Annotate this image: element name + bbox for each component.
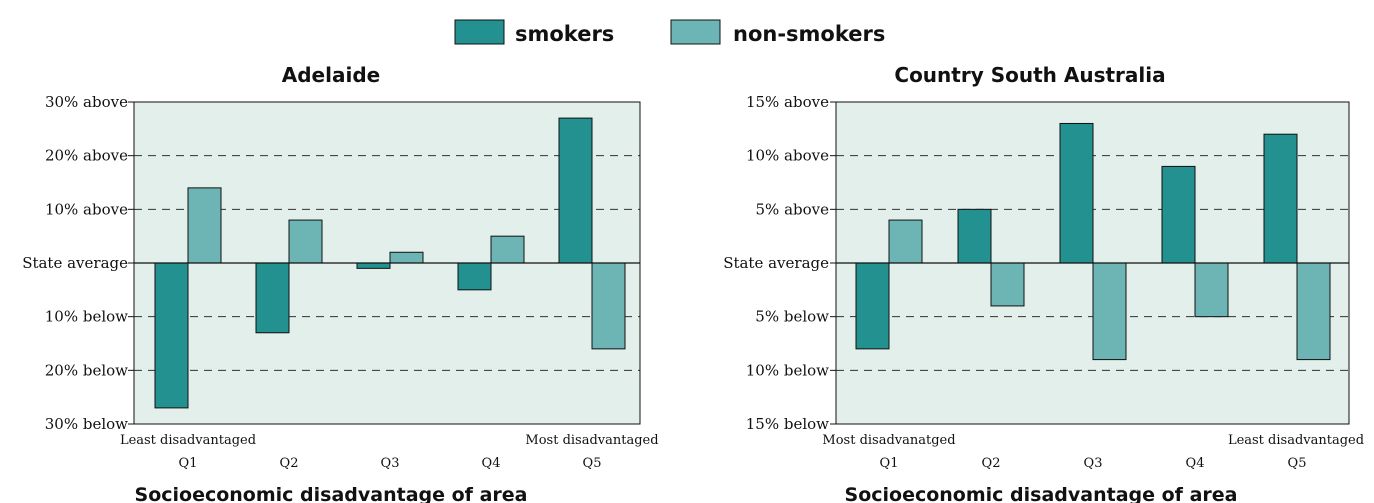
x-axis-label: Socioeconomic disadvantage of area [845,484,1238,503]
y-tick-label: 20% above [45,147,128,165]
x-tick-label: Q2 [280,456,299,471]
x-tick-label: Q3 [381,456,400,471]
bar-smokers-q2 [255,262,290,334]
left-axis-note: Least disadvantaged [120,433,256,448]
bar-smokers-q1 [855,262,890,350]
y-tick-label: 5% above [756,200,830,218]
x-tick-label: Q1 [880,456,899,471]
y-tick-label: 15% below [746,415,829,433]
y-tick-label: 10% above [45,200,128,218]
y-tick-label: State average [723,254,829,272]
bar-non-smokers-q2 [288,219,323,264]
bar-smokers-q3 [1059,122,1094,264]
y-tick-label: State average [22,254,128,272]
y-tick-label: 30% below [45,415,128,433]
chart-adelaide: Adelaide Socioeconomic disadvantage of a… [22,63,658,503]
chart-country-south-australia: Country South Australia Socioeconomic di… [723,63,1364,503]
y-tick-label: 30% above [45,93,128,111]
legend-label-non-smokers: non-smokers [733,22,885,46]
x-tick-label: Q5 [583,456,602,471]
y-tick-label: 5% below [755,308,829,326]
right-axis-note: Least disadvantaged [1228,433,1364,448]
bar-smokers-q4 [1161,165,1196,264]
bar-non-smokers-q3 [389,251,424,264]
legend-swatch-non-smokers [670,19,721,45]
x-tick-label: Q5 [1288,456,1307,471]
bar-non-smokers-q1 [187,187,222,264]
x-tick-label: Q4 [482,456,501,471]
bar-smokers-q2 [957,208,992,264]
plot-border [133,101,641,425]
chart-title: Adelaide [282,63,380,87]
plot-border [835,101,1350,425]
y-tick-label: 10% below [45,308,128,326]
legend-label-smokers: smokers [515,22,614,46]
bar-smokers-q1 [154,262,189,409]
x-tick-label: Q4 [1186,456,1205,471]
bar-non-smokers-q1 [888,219,923,264]
bar-non-smokers-q2 [990,262,1025,307]
x-tick-label: Q2 [982,456,1001,471]
bar-non-smokers-q5 [591,262,626,350]
bar-non-smokers-q4 [1194,262,1229,318]
bar-smokers-q3 [356,262,391,269]
bar-non-smokers-q5 [1296,262,1331,361]
y-tick-label: 10% above [746,147,829,165]
bar-smokers-q4 [457,262,492,291]
chart-title: Country South Australia [894,63,1165,87]
legend: smokers non-smokers [454,19,885,46]
left-axis-note: Most disadvanatged [822,433,955,448]
y-tick-label: 10% below [746,361,829,379]
bar-non-smokers-q4 [490,235,525,264]
bar-smokers-q5 [1263,133,1298,264]
bar-non-smokers-q3 [1092,262,1127,361]
x-axis-label: Socioeconomic disadvantage of area [135,484,528,503]
x-tick-label: Q1 [179,456,198,471]
y-tick-label: 15% above [746,93,829,111]
x-tick-label: Q3 [1084,456,1103,471]
y-tick-label: 20% below [45,361,128,379]
right-axis-note: Most disadvantaged [525,433,658,448]
bar-smokers-q5 [558,117,593,264]
legend-swatch-smokers [454,19,505,45]
